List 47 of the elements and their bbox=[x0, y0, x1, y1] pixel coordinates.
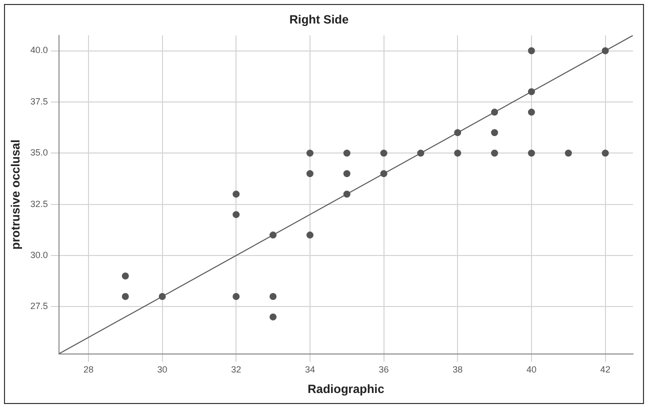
point bbox=[380, 150, 388, 157]
point bbox=[306, 150, 314, 157]
point bbox=[454, 129, 462, 136]
x-tick-label: 32 bbox=[231, 364, 242, 375]
point bbox=[306, 170, 314, 178]
point bbox=[270, 232, 277, 239]
point bbox=[528, 88, 535, 96]
point bbox=[232, 292, 240, 300]
x-axis-title: Radiographic bbox=[308, 382, 385, 396]
point bbox=[528, 47, 535, 54]
point bbox=[306, 232, 314, 239]
y-tick-label: 40.0 bbox=[30, 45, 48, 56]
chart-title: Right Side bbox=[289, 12, 349, 27]
point bbox=[158, 292, 166, 300]
point bbox=[564, 150, 572, 157]
point bbox=[417, 150, 424, 157]
x-tick-label: 42 bbox=[600, 364, 610, 375]
point bbox=[491, 150, 498, 157]
y-axis-title: protrusive occlusal bbox=[8, 140, 23, 250]
y-tick-label: 30.0 bbox=[30, 250, 48, 260]
point bbox=[602, 47, 609, 54]
y-tick-label: 35.0 bbox=[30, 148, 48, 158]
point bbox=[122, 292, 129, 300]
x-tick-label: 36 bbox=[378, 364, 389, 375]
x-tick-label: 28 bbox=[83, 364, 94, 375]
point bbox=[270, 292, 277, 300]
y-tick-label: 32.5 bbox=[30, 198, 48, 209]
x-tick-label: 30 bbox=[157, 364, 168, 375]
point bbox=[232, 211, 240, 218]
x-tick-label: 34 bbox=[304, 364, 315, 375]
point bbox=[270, 313, 277, 320]
point bbox=[343, 170, 350, 178]
y-tick-label: 37.5 bbox=[30, 96, 48, 106]
point bbox=[528, 150, 535, 157]
point bbox=[343, 150, 350, 157]
point bbox=[232, 190, 240, 198]
x-tick-label: 38 bbox=[452, 364, 463, 375]
point bbox=[491, 108, 498, 116]
point bbox=[343, 190, 350, 198]
y-tick-label: 27.5 bbox=[30, 301, 48, 312]
point bbox=[122, 272, 129, 280]
point bbox=[491, 129, 498, 136]
point bbox=[528, 108, 535, 116]
point bbox=[454, 150, 462, 157]
point bbox=[602, 150, 609, 157]
x-tick-label: 40 bbox=[526, 364, 536, 375]
point bbox=[380, 170, 388, 178]
